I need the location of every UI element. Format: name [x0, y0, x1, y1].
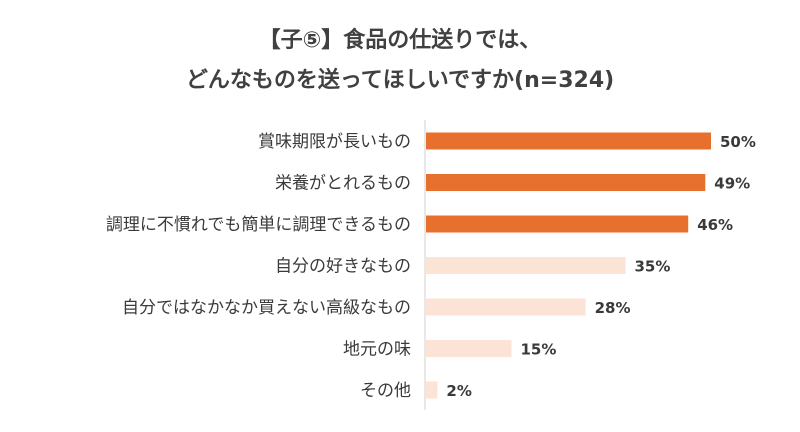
chart-title: 【子⑤】食品の仕送りでは、	[258, 28, 542, 53]
value-label-2: 49%	[714, 175, 750, 193]
bar-2	[426, 174, 706, 191]
value-label-7: 2%	[446, 382, 471, 400]
value-label-6: 15%	[521, 341, 557, 359]
category-label-3: 調理に不慣れでも簡単に調理できるもの	[106, 215, 411, 235]
category-label-4: 自分の好きなもの	[275, 257, 411, 277]
value-label-5: 28%	[595, 299, 631, 317]
category-label-7: その他	[360, 381, 411, 401]
category-label-6: 地元の味	[343, 340, 411, 360]
bar-7	[426, 381, 438, 399]
bar-6	[426, 340, 512, 357]
value-label-1: 50%	[720, 133, 756, 151]
category-label-5: 自分ではなかなか買えない高級なもの	[122, 298, 411, 318]
bar-1	[426, 132, 711, 150]
value-label-4: 35%	[635, 258, 671, 276]
bar-4	[426, 257, 626, 274]
category-label-1: 賞味期限が長いもの	[258, 132, 411, 152]
bar-5	[426, 298, 586, 316]
chart-subtitle: どんなものを送ってほしいですか(n=324)	[185, 68, 615, 93]
value-label-3: 46%	[697, 216, 733, 234]
bar-3	[426, 215, 689, 233]
category-label-2: 栄養がとれるもの	[275, 174, 411, 194]
